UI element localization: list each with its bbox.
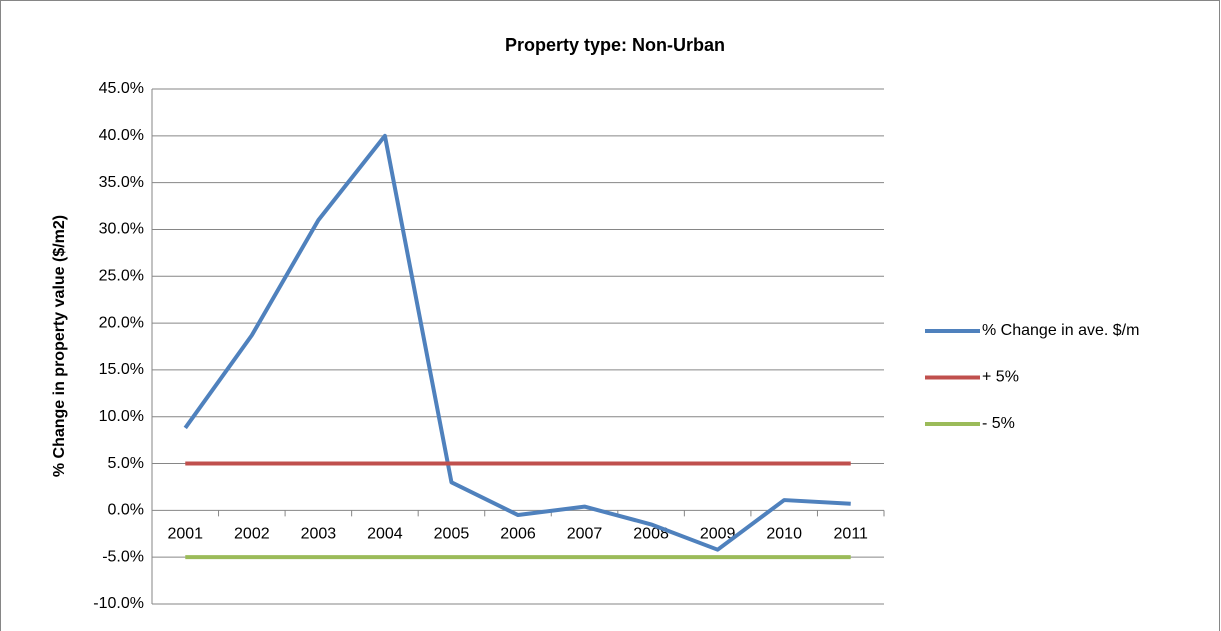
y-tick-label: 5.0%	[108, 455, 144, 472]
legend-label: % Change in ave. $/m	[982, 322, 1139, 339]
x-tick-label: 2010	[766, 526, 802, 543]
y-tick-label: 10.0%	[99, 408, 144, 425]
x-tick-label: 2004	[367, 526, 403, 543]
y-tick-label: -5.0%	[102, 548, 144, 565]
x-tick-label: 2007	[567, 526, 603, 543]
x-tick-label: 2003	[301, 526, 337, 543]
series-line	[183, 133, 851, 552]
x-tick-label: 2002	[234, 526, 270, 543]
x-tick-label: 2005	[434, 526, 470, 543]
y-axis-title: % Change in property value ($/m2)	[51, 215, 68, 477]
y-tick-label: 35.0%	[99, 174, 144, 191]
legend-label: - 5%	[982, 415, 1015, 432]
y-tick-label: 30.0%	[99, 221, 144, 238]
y-tick-label: -10.0%	[93, 595, 144, 612]
y-tick-label: 0.0%	[108, 502, 144, 519]
y-tick-label: 25.0%	[99, 267, 144, 284]
y-tick-label: 20.0%	[99, 314, 144, 331]
x-tick-label: 2001	[167, 526, 203, 543]
x-tick-label: 2006	[500, 526, 536, 543]
chart-title: Property type: Non-Urban	[505, 35, 725, 55]
x-tick-label: 2009	[700, 526, 736, 543]
y-tick-label: 15.0%	[99, 361, 144, 378]
x-tick-label: 2011	[834, 526, 869, 543]
legend-label: + 5%	[982, 369, 1019, 386]
y-tick-label: 45.0%	[99, 80, 144, 97]
y-tick-label: 40.0%	[99, 127, 144, 144]
